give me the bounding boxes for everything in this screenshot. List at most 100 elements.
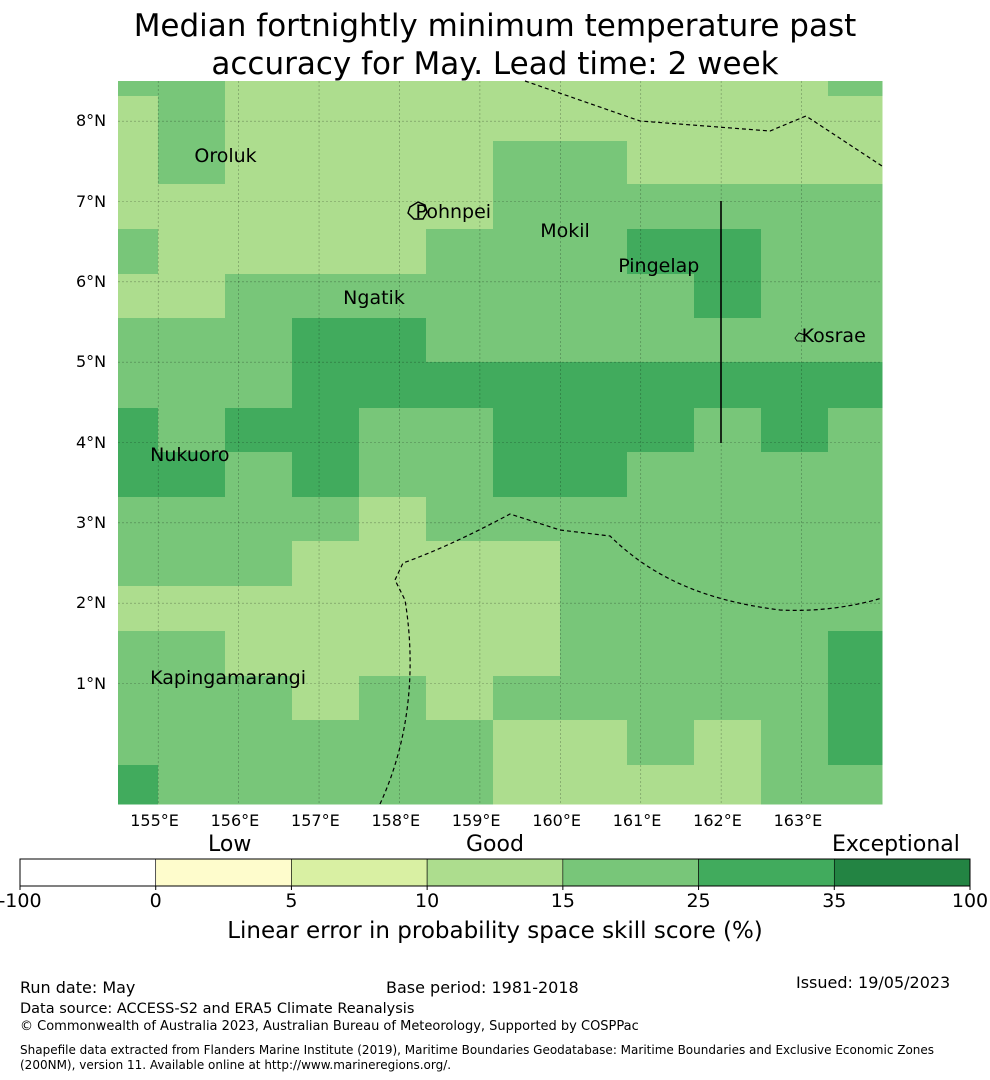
- grid-cell: [828, 631, 883, 677]
- grid-cell: [694, 81, 762, 97]
- grid-cell: [225, 676, 293, 721]
- grid-cell: [158, 541, 226, 587]
- latitude-label: 7°N: [76, 191, 107, 211]
- grid-cell: [627, 541, 695, 587]
- grid-cell: [225, 720, 293, 766]
- pohnpei-outline: [407, 201, 428, 220]
- grid-cell: [426, 676, 494, 721]
- grid-cell: [292, 541, 360, 587]
- place-label: Pohnpei: [415, 200, 492, 223]
- grid-cell: [828, 497, 883, 542]
- grid-cell: [118, 141, 159, 185]
- grid-cell: [426, 631, 494, 677]
- grid-cell: [359, 541, 427, 587]
- grid-cell: [118, 497, 159, 542]
- grid-cell: [694, 765, 762, 805]
- grid-cell: [560, 274, 628, 319]
- grid-cell: [158, 141, 226, 185]
- place-label: Kosrae: [801, 325, 866, 348]
- longitude-label: 157°E: [291, 811, 340, 830]
- grid-cell: [560, 497, 628, 542]
- grid-cell: [493, 676, 561, 721]
- grid-cell: [761, 362, 829, 409]
- grid-cell: [627, 497, 695, 542]
- grid-cell: [359, 408, 427, 453]
- grid-cell: [426, 141, 494, 185]
- place-label: Ngatik: [343, 286, 405, 309]
- colorbar-segment: [833, 858, 971, 887]
- grid-cell: [118, 408, 159, 453]
- grid-cell: [158, 408, 226, 453]
- colorbar-segment: [155, 858, 292, 887]
- grid-cell: [493, 720, 561, 766]
- grid-cell: [761, 141, 829, 185]
- colorbar-tick-label: 15: [550, 890, 575, 912]
- longitude-label: 155°E: [130, 811, 179, 830]
- grid-cell: [627, 676, 695, 721]
- grid-cell: [158, 497, 226, 542]
- grid-cell: [694, 452, 762, 498]
- grid-cell: [426, 184, 494, 230]
- grid-cell: [761, 720, 829, 766]
- grid-cell: [694, 541, 762, 587]
- grid-cell: [627, 586, 695, 632]
- grid-cell: [225, 362, 293, 409]
- grid-cell: [493, 631, 561, 677]
- longitude-label: 162°E: [693, 811, 742, 830]
- grid-cell: [560, 362, 628, 409]
- grid-cell: [118, 96, 159, 142]
- graticule: [118, 81, 882, 804]
- grid-cell: [493, 318, 561, 363]
- grid-cell: [292, 274, 360, 319]
- skill-grid: [118, 81, 883, 805]
- latitude-label: 3°N: [76, 512, 107, 532]
- longitude-label: 159°E: [451, 811, 501, 830]
- grid-cell: [118, 362, 159, 409]
- grid-cell: [560, 96, 628, 142]
- eez-boundary-line: [379, 513, 883, 805]
- grid-cell: [761, 274, 829, 319]
- grid-cell: [627, 631, 695, 677]
- grid-cell: [627, 720, 695, 766]
- grid-cell: [828, 586, 883, 632]
- grid-cell: [158, 318, 226, 363]
- grid-cell: [292, 586, 360, 632]
- grid-cell: [225, 586, 293, 632]
- grid-cell: [493, 765, 561, 805]
- colorbar-tick-label: 5: [285, 890, 298, 912]
- grid-cell: [627, 81, 695, 97]
- grid-cell: [761, 541, 829, 587]
- grid-cell: [694, 720, 762, 766]
- grid-cell: [426, 229, 494, 275]
- grid-cell: [118, 765, 159, 805]
- grid-cell: [158, 765, 226, 805]
- colorbar-tick-label: 0: [149, 890, 162, 912]
- grid-cell: [225, 497, 293, 542]
- grid-cell: [761, 631, 829, 677]
- grid-cell: [292, 362, 360, 409]
- latitude-label: 5°N: [76, 352, 107, 372]
- colorbar-segment: [562, 858, 699, 887]
- category-exceptional: Exceptional: [832, 832, 960, 857]
- grid-cell: [828, 274, 883, 319]
- latitude-label: 8°N: [76, 111, 107, 131]
- grid-cell: [426, 720, 494, 766]
- grid-cell: [158, 586, 226, 632]
- grid-cell: [493, 541, 561, 587]
- grid-cell: [225, 184, 293, 230]
- grid-cell: [493, 96, 561, 142]
- grid-cell: [158, 184, 226, 230]
- grid-cell: [359, 497, 427, 542]
- grid-cell: [292, 141, 360, 185]
- grid-cell: [694, 631, 762, 677]
- grid-cell: [292, 318, 360, 363]
- grid-cell: [560, 676, 628, 721]
- grid-cell: [118, 81, 159, 97]
- grid-cell: [761, 96, 829, 142]
- colorbar-segment: [426, 858, 564, 887]
- longitude-label: 158°E: [371, 811, 421, 830]
- grid-cell: [158, 274, 226, 319]
- place-label: Mokil: [540, 220, 590, 243]
- grid-cell: [359, 81, 427, 97]
